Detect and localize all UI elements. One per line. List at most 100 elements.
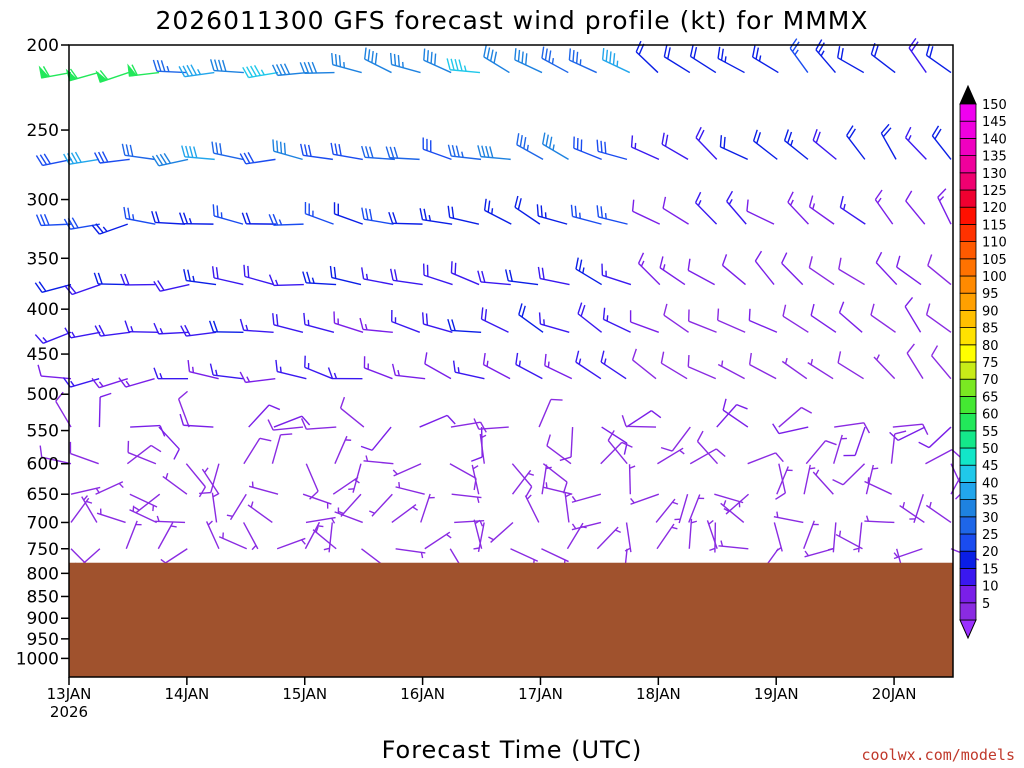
wind-barb [419,208,453,225]
barb-staff [99,158,130,164]
barb-staff [516,144,544,160]
barb-staff [839,206,866,225]
barb-staff [124,154,155,161]
chart-title: 2026011300 GFS forecast wind profile (kt… [155,6,868,35]
barb-staff [95,481,124,495]
wind-barb [305,516,336,524]
barb-half-flag [472,465,479,470]
barb-half-flag [552,144,555,151]
barb-flag [663,303,668,316]
barb-staff [809,206,835,225]
colorbar-segment [959,241,977,260]
wind-barb [480,307,509,333]
barb-flag [213,59,219,72]
wind-barb [300,418,337,430]
barb-flag [660,446,673,452]
wind-barb [781,357,808,380]
wind-barb [505,269,539,286]
barb-flag [781,252,788,264]
barb-flag [536,204,539,217]
barb-flag [242,66,250,78]
barb-flag [473,418,480,430]
barb-staff [125,377,155,388]
barb-staff [510,548,539,562]
barb-staff [514,206,541,225]
wind-barb [880,123,897,160]
barb-half-flag [843,203,846,210]
barb-flag [489,146,494,158]
wind-barb [247,501,273,524]
colorbar-tick-label: 45 [982,459,999,474]
barb-half-flag [333,372,338,379]
barb-flag [35,155,44,166]
barb-half-flag [392,469,398,475]
wind-barb [717,46,745,74]
wind-barb [717,360,745,380]
wind-barb [542,463,568,494]
wind-barb [488,521,514,543]
barb-flag [99,70,109,81]
wind-barb [360,426,392,451]
wind-barb [34,281,72,293]
barb-staff [575,268,603,286]
barb-staff [778,426,809,435]
barb-flag [39,154,48,166]
barb-staff [479,433,485,464]
barb-staff [248,485,279,495]
wind-barb [226,493,247,521]
barb-flag [621,441,633,448]
barb-staff [540,323,570,333]
wind-barb [895,255,922,286]
y-tick-label: 200 [27,36,59,56]
barb-half-flag [188,218,193,225]
wind-barb [542,132,569,160]
barb-flag [906,343,915,354]
barb-flag [715,448,726,458]
barb-staff [926,54,952,74]
barb-flag [94,325,102,337]
barb-staff [184,156,215,161]
barb-staff [273,223,304,226]
barb-pennant [38,65,50,79]
barb-flag [663,45,668,57]
barb-staff [808,267,835,286]
barb-flag [178,212,185,224]
wind-barb [688,518,698,549]
wind-barb [544,353,573,380]
barb-staff [473,519,483,549]
barb-staff [544,364,573,380]
barb-flag [875,251,883,263]
barb-staff [717,363,745,380]
barb-half-flag [545,466,552,470]
barb-staff [302,493,332,505]
wind-barb [302,271,337,286]
barb-staff [98,377,128,389]
wind-barb [625,410,662,428]
wind-barb [719,135,748,161]
wind-barb [925,501,952,524]
barb-flag [271,64,279,76]
barb-staff [98,283,129,286]
barb-staff [420,493,431,523]
barb-flag [783,129,790,141]
wind-barb [751,45,779,74]
barb-half-flag [251,544,257,551]
wind-barb [181,145,215,161]
barb-staff [334,435,348,464]
barb-flag [927,254,933,266]
barb-flag [542,132,546,145]
barb-pennant [127,63,138,77]
colorbar-tick-label: 130 [982,167,1007,182]
barb-staff [572,215,602,225]
barb-flag [259,437,272,442]
barb-staff [890,433,896,464]
barb-half-flag [365,273,369,280]
barb-flag [482,352,486,365]
colorbar-segment [959,137,977,156]
wind-barb [621,414,657,428]
barb-flag [451,206,455,219]
y-tick-label: 350 [27,249,59,269]
barb-flag [575,51,579,64]
colorbar-segment [959,155,977,174]
wind-barb [243,264,274,286]
